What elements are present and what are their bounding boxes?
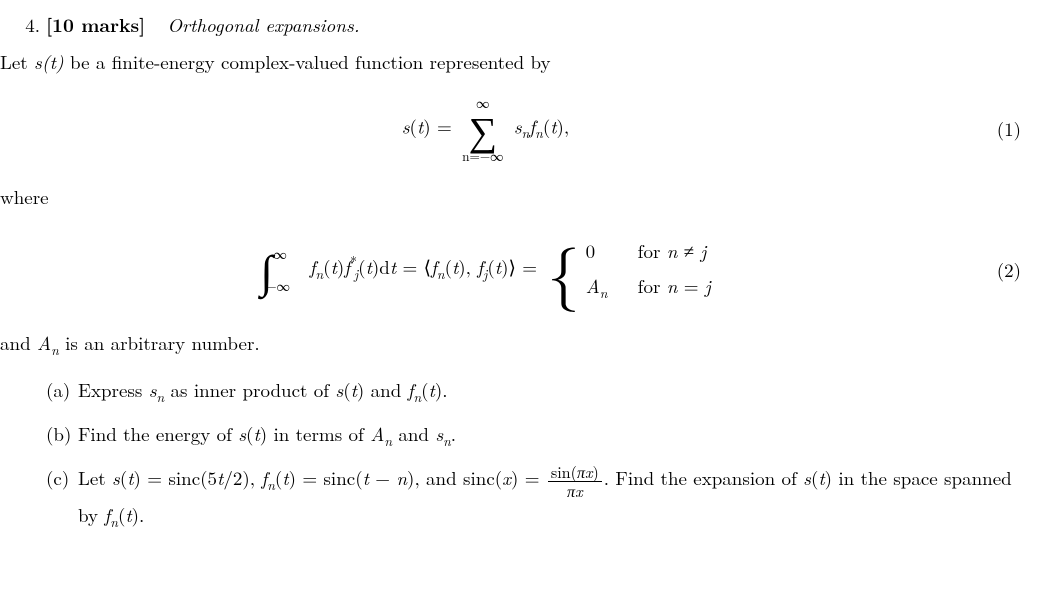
problem-number: 4. bbox=[0, 11, 46, 40]
part-c-text: Let s(t) = sinc(5t/2), fn(t) = sinc(t − … bbox=[78, 462, 1029, 533]
equation-2-number: (2) bbox=[971, 256, 1029, 285]
int-lower: −∞ bbox=[266, 279, 290, 292]
intro-line: Let s(t) be a finite-energy complex-valu… bbox=[0, 48, 1029, 77]
case-cond-0: for n ≠ j bbox=[638, 237, 707, 266]
sinc-fraction: sin(πx) πx bbox=[546, 463, 604, 500]
sum-symbol: ∞ ∑ n=−∞ bbox=[462, 96, 503, 163]
where-label: where bbox=[0, 183, 1029, 212]
problem-4: 4. [10 marks] Orthogonal expansions. Let… bbox=[0, 10, 1029, 534]
int-upper: ∞ bbox=[274, 247, 287, 260]
problem-header: 4. [10 marks] Orthogonal expansions. bbox=[0, 10, 1029, 40]
marks-label: [10 marks] bbox=[46, 10, 145, 38]
part-a: (a) Express sn as inner product of s(t) … bbox=[46, 374, 1029, 408]
equation-2-body: ∞ ∫ −∞ fn(t)f*j(t)dt = ⟨fn(t), fj(t)⟩ = … bbox=[0, 231, 971, 309]
sub-parts: (a) Express sn as inner product of s(t) … bbox=[46, 374, 1029, 533]
sum-lower: n=−∞ bbox=[462, 149, 503, 162]
intro-suffix: be a finite-energy complex-valued functi… bbox=[64, 48, 551, 75]
equation-1: s(t) = ∞ ∑ n=−∞ snfn(t), (1) bbox=[0, 96, 1029, 163]
part-a-label: (a) bbox=[46, 376, 78, 405]
intro-st: s(t) bbox=[34, 48, 64, 75]
case-row-1: An for n = j bbox=[586, 272, 711, 303]
part-c-label: (c) bbox=[46, 464, 78, 493]
integral-symbol: ∞ ∫ −∞ bbox=[260, 247, 273, 293]
case-cond-1: for n = j bbox=[638, 272, 711, 301]
case-val-1: An bbox=[586, 272, 614, 303]
cases-brace: { 0 for n ≠ j An for n = j bbox=[547, 231, 710, 309]
part-a-text: Express sn as inner product of s(t) and … bbox=[78, 374, 1029, 408]
frac-den: πx bbox=[548, 482, 602, 500]
equation-1-number: (1) bbox=[971, 115, 1029, 144]
part-b: (b) Find the energy of s(t) in terms of … bbox=[46, 418, 1029, 452]
tail-prefix: and bbox=[0, 329, 37, 356]
intro-prefix: Let bbox=[0, 48, 34, 75]
case-val-0: 0 bbox=[586, 237, 614, 266]
part-b-label: (b) bbox=[46, 420, 78, 449]
tail-line: and An is an arbitrary number. bbox=[0, 329, 1029, 360]
part-b-text: Find the energy of s(t) in terms of An a… bbox=[78, 418, 1029, 452]
case-row-0: 0 for n ≠ j bbox=[586, 237, 711, 266]
problem-title-line: [10 marks] Orthogonal expansions. bbox=[46, 10, 1029, 40]
equation-2: ∞ ∫ −∞ fn(t)f*j(t)dt = ⟨fn(t), fj(t)⟩ = … bbox=[0, 231, 1029, 309]
problem-title: Orthogonal expansions. bbox=[167, 11, 359, 38]
equation-1-body: s(t) = ∞ ∑ n=−∞ snfn(t), bbox=[0, 96, 971, 163]
part-c: (c) Let s(t) = sinc(5t/2), fn(t) = sinc(… bbox=[46, 462, 1029, 533]
tail-suffix: is an arbitrary number. bbox=[59, 329, 260, 356]
